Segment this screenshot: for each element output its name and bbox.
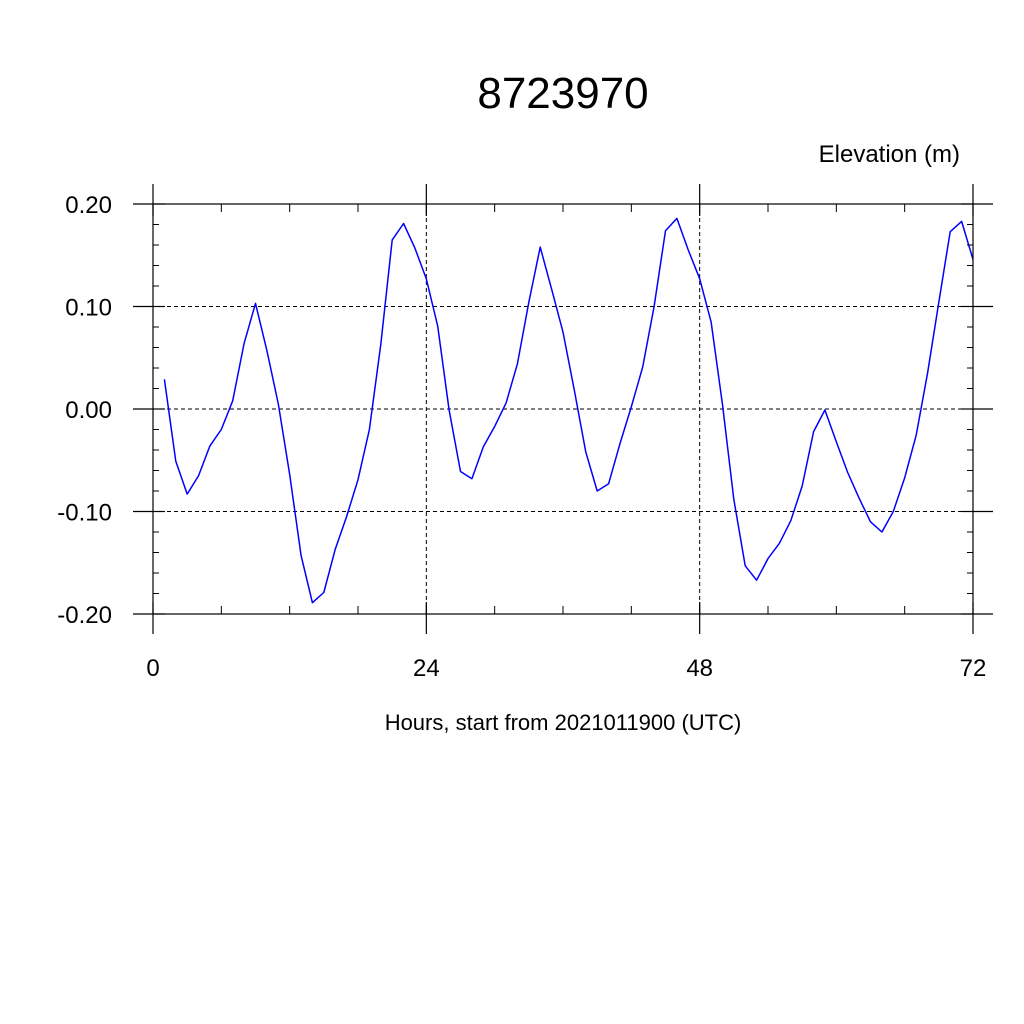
data-point	[893, 511, 895, 513]
data-point	[289, 474, 291, 476]
y-tick-label: 0.10	[65, 295, 112, 322]
data-point	[801, 485, 803, 487]
data-point	[562, 331, 564, 333]
data-point	[665, 230, 667, 232]
data-point	[642, 366, 644, 368]
x-tick-label: 24	[413, 655, 440, 682]
data-point	[824, 409, 826, 411]
data-point	[334, 549, 336, 551]
chart-title: 8723970	[477, 69, 648, 118]
data-point	[278, 403, 280, 405]
data-point	[448, 409, 450, 411]
data-point	[790, 520, 792, 522]
data-point	[653, 306, 655, 308]
data-point	[312, 602, 314, 604]
y-tick-label: -0.10	[57, 500, 112, 527]
data-point	[437, 325, 439, 327]
data-point	[779, 543, 781, 545]
data-point	[858, 497, 860, 499]
data-point	[209, 445, 211, 447]
data-point	[483, 446, 485, 448]
data-point	[186, 493, 188, 495]
data-point	[255, 303, 257, 305]
x-tick-label: 72	[960, 655, 987, 682]
grid-lines	[153, 204, 973, 614]
y-tick-labels: 0.20 0.10 0.00 -0.10 -0.20	[57, 192, 112, 629]
data-point	[574, 390, 576, 392]
data-point	[631, 406, 633, 408]
x-tick-label: 48	[686, 655, 713, 682]
data-point	[175, 461, 177, 463]
data-point	[323, 592, 325, 594]
data-point	[744, 565, 746, 567]
data-point	[688, 249, 690, 251]
data-point	[460, 471, 462, 473]
data-point	[528, 302, 530, 304]
series-line	[163, 217, 974, 604]
data-point	[813, 431, 815, 433]
y-tick-label: 0.00	[65, 397, 112, 424]
data-point	[232, 400, 234, 402]
data-point	[243, 343, 245, 345]
y-tick-label: 0.20	[65, 192, 112, 219]
y-tick-label: -0.20	[57, 602, 112, 629]
data-point	[676, 218, 678, 220]
data-point	[266, 350, 268, 352]
data-point	[767, 558, 769, 560]
data-point	[346, 516, 348, 518]
data-point	[733, 498, 735, 500]
data-point	[938, 302, 940, 304]
x-tick-label: 0	[146, 655, 159, 682]
data-point	[927, 373, 929, 375]
data-point	[221, 429, 223, 431]
data-point	[722, 403, 724, 405]
data-point	[391, 239, 393, 241]
axis-ticks	[133, 184, 993, 634]
x-tick-labels: 0 24 48 72	[146, 655, 986, 682]
data-point	[915, 435, 917, 437]
data-point	[904, 477, 906, 479]
y-axis-label: Elevation (m)	[819, 141, 960, 168]
data-point	[380, 344, 382, 346]
data-point	[494, 426, 496, 428]
data-point	[619, 443, 621, 445]
data-point	[608, 483, 610, 485]
data-point	[699, 278, 701, 280]
data-point	[585, 451, 587, 453]
data-point	[426, 278, 428, 280]
data-point	[596, 490, 598, 492]
data-point	[369, 429, 371, 431]
series-layer	[163, 217, 974, 604]
data-point	[551, 288, 553, 290]
data-point	[357, 479, 359, 481]
data-point	[756, 579, 758, 581]
data-point	[414, 247, 416, 249]
data-point	[300, 555, 302, 557]
data-point	[836, 441, 838, 443]
data-point	[710, 321, 712, 323]
data-point	[517, 363, 519, 365]
data-point	[505, 402, 507, 404]
data-point	[198, 475, 200, 477]
data-point	[403, 223, 405, 225]
data-point	[539, 246, 541, 248]
data-point	[961, 221, 963, 223]
data-point	[847, 472, 849, 474]
data-point	[870, 521, 872, 523]
data-point	[881, 531, 883, 533]
data-point	[164, 379, 166, 381]
data-point	[471, 478, 473, 480]
x-axis-label: Hours, start from 2021011900 (UTC)	[385, 710, 742, 735]
data-point	[949, 231, 951, 233]
